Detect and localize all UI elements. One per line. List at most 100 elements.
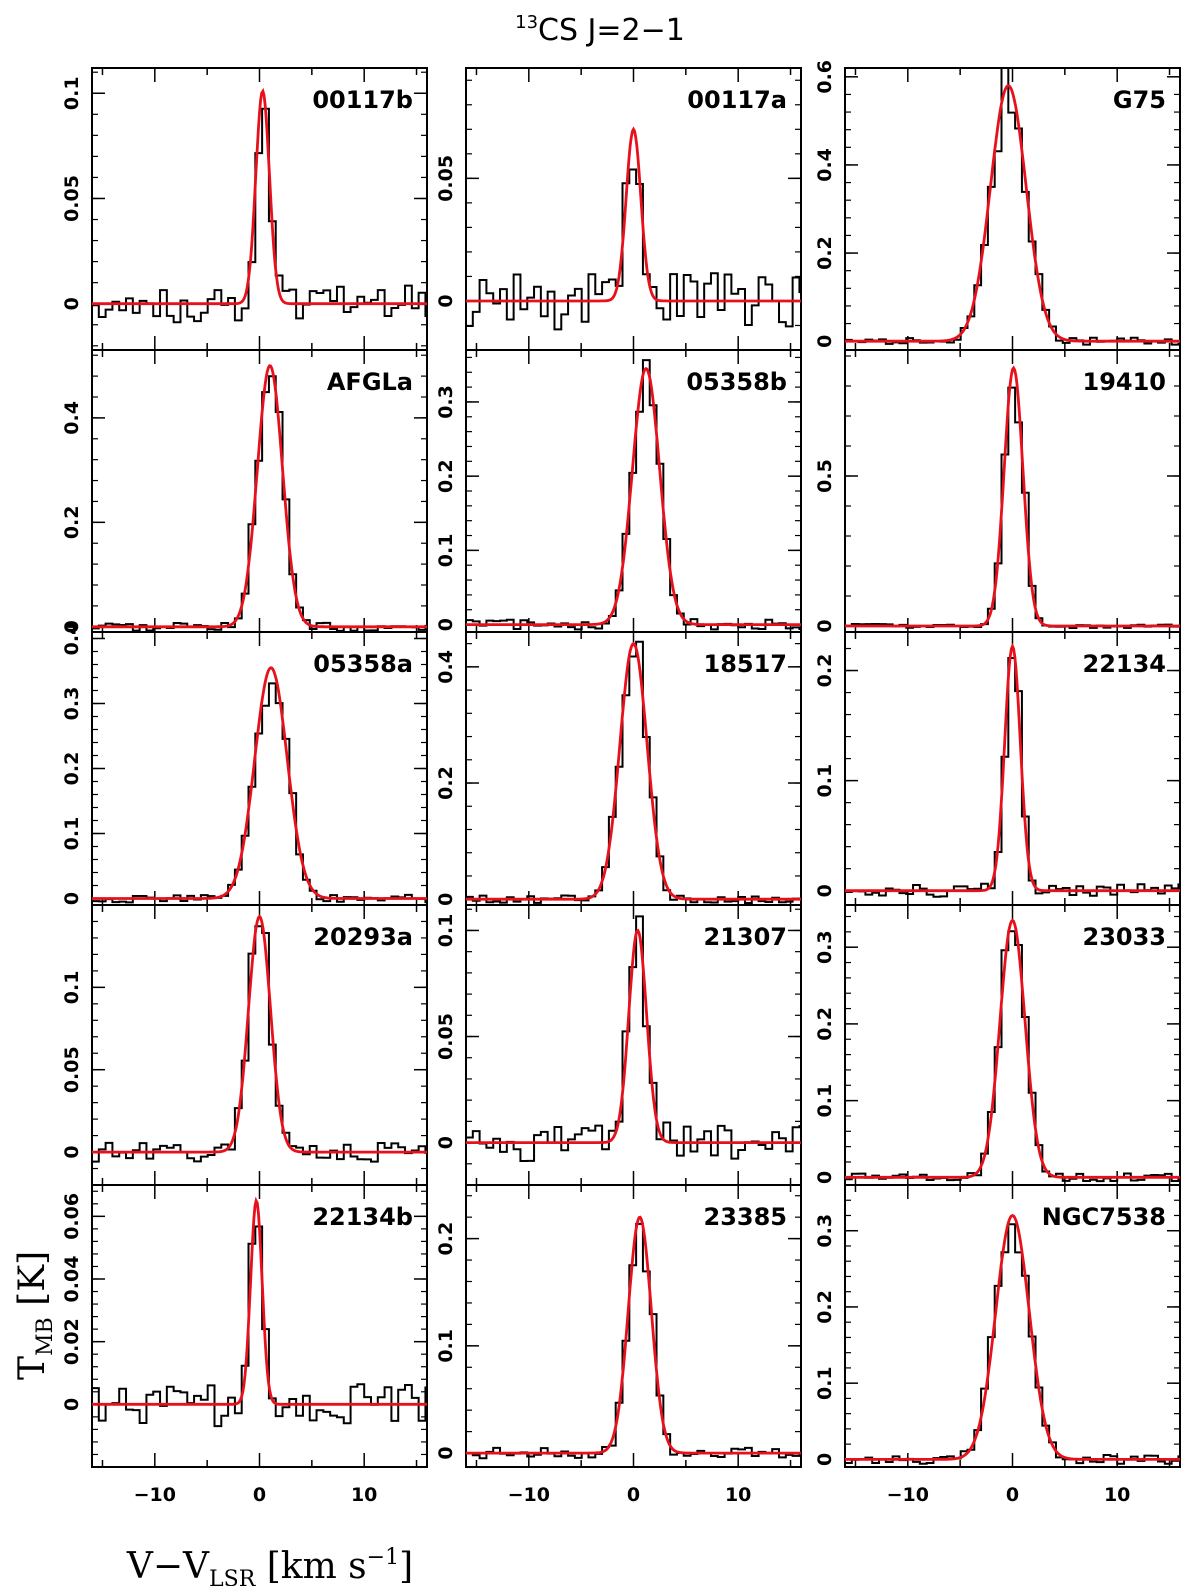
- y-tick-label: 0.2: [435, 1222, 457, 1256]
- y-tick-label: 0.4: [61, 622, 83, 656]
- y-tick-label: 0: [814, 884, 836, 897]
- gaussian-fit-line: [845, 365, 1180, 628]
- panel-05358b: 0 0.1 0.2 0.3 05358b: [435, 349, 802, 633]
- x-tick-label: −10: [134, 1484, 176, 1506]
- panel-label: 18517: [704, 650, 788, 678]
- y-tick-label: 0.2: [814, 1007, 836, 1041]
- x-tick-label: 0: [1006, 1484, 1019, 1506]
- panel-20293a: 0 0.05 0.1 20293a: [61, 904, 428, 1186]
- observed-spectrum: [92, 107, 427, 324]
- observed-spectrum: [845, 386, 1180, 629]
- observed-spectrum: [466, 640, 801, 904]
- panel-label: 00117b: [312, 86, 413, 114]
- gaussian-fit-line: [92, 87, 427, 306]
- y-tick-label: 0: [61, 1145, 83, 1158]
- y-tick-label: 0.3: [814, 930, 836, 964]
- panel-plot-area: [845, 918, 1180, 1183]
- y-tick-label: 0.4: [61, 401, 83, 435]
- panel-ngc7538: 0 0.1 0.2 0.3 −10 0 10 NGC7538: [814, 1184, 1181, 1506]
- y-axis-label: TMB [K]: [12, 1251, 58, 1380]
- x-tick-label: 10: [1104, 1484, 1130, 1506]
- panel-afgla: 0 0.2 0.4 AFGLa: [61, 349, 428, 633]
- y-tick-label: 0.1: [814, 1366, 836, 1400]
- gaussian-fit-line: [466, 366, 801, 626]
- panel-label: NGC7538: [1042, 1203, 1166, 1231]
- panel-plot-area: [845, 68, 1180, 346]
- y-tick-label: 0.1: [814, 1084, 836, 1118]
- panel-23385: 0 0.1 0.2 −10 0 10 23385: [435, 1184, 802, 1506]
- x-tick-label: 10: [725, 1484, 751, 1506]
- x-tick-label: 0: [627, 1484, 640, 1506]
- y-axis-label-main: T: [12, 1356, 53, 1380]
- observed-spectrum: [466, 915, 801, 1163]
- observed-spectrum: [92, 682, 427, 904]
- gaussian-fit-line: [92, 666, 427, 900]
- observed-spectrum: [845, 656, 1180, 898]
- x-axis-label-close: ]: [399, 1546, 413, 1586]
- y-tick-label: 0.1: [814, 764, 836, 798]
- x-axis-label-main: V−V: [126, 1546, 210, 1586]
- y-tick-label: 0: [814, 619, 836, 632]
- y-tick-label: 0: [814, 1171, 836, 1184]
- figure-title-main: CS J=2−1: [538, 13, 685, 48]
- panel-label: 00117a: [687, 86, 787, 114]
- panel-plot-area: [92, 1196, 427, 1428]
- observed-spectrum: [466, 359, 801, 631]
- y-tick-label: 0.05: [435, 1013, 457, 1060]
- panel-00117b: 0 0.05 0.1 00117b: [61, 67, 428, 351]
- observed-spectrum: [845, 1223, 1180, 1465]
- panel-label: 05358b: [686, 368, 787, 396]
- gaussian-fit-line: [845, 642, 1180, 893]
- panel-label: 20293a: [313, 923, 413, 951]
- gaussian-fit-line: [466, 641, 801, 901]
- y-tick-label: 0.6: [814, 60, 836, 94]
- y-tick-label: 0.5: [814, 459, 836, 493]
- y-tick-label: 0: [61, 1398, 83, 1411]
- y-tick-label: 0: [814, 335, 836, 348]
- y-tick-label: 0.05: [61, 175, 83, 222]
- panel-plot-area: [92, 87, 427, 324]
- observed-spectrum: [92, 925, 427, 1163]
- panel-label: 19410: [1083, 368, 1167, 396]
- observed-spectrum: [466, 168, 801, 331]
- panel-19410: 0 0.5 19410: [814, 349, 1181, 633]
- y-tick-label: 0.3: [435, 385, 457, 419]
- y-tick-label: 0.2: [435, 459, 457, 493]
- y-tick-label: 0.2: [814, 1290, 836, 1324]
- y-tick-label: 0.1: [435, 914, 457, 948]
- y-tick-label: 0.3: [61, 687, 83, 721]
- panel-22134: 0 0.1 0.2 22134: [814, 631, 1181, 906]
- y-tick-label: 0: [435, 294, 457, 307]
- y-tick-label: 0: [61, 297, 83, 310]
- panel-label: 23033: [1083, 923, 1167, 951]
- panel-label: G75: [1113, 86, 1166, 114]
- gaussian-fit-line: [92, 1196, 427, 1406]
- y-tick-label: 0.05: [435, 155, 457, 202]
- y-tick-label: 0.3: [814, 1214, 836, 1248]
- y-tick-label: 0: [435, 893, 457, 906]
- gaussian-fit-line: [92, 914, 427, 1154]
- y-tick-label: 0.4: [814, 148, 836, 182]
- y-tick-label: 0: [814, 1453, 836, 1466]
- gaussian-fit-line: [845, 918, 1180, 1179]
- y-tick-label: 0.2: [61, 505, 83, 539]
- observed-spectrum: [466, 1222, 801, 1460]
- y-tick-label: 0.2: [435, 766, 457, 800]
- y-tick-label: 0.1: [61, 971, 83, 1005]
- y-tick-label: 0.04: [61, 1256, 83, 1303]
- y-tick-label: 0.1: [435, 1329, 457, 1363]
- y-tick-label: 0.1: [435, 534, 457, 568]
- y-axis-label-units: [K]: [12, 1251, 53, 1317]
- y-tick-label: 0: [61, 892, 83, 905]
- x-axis-label-exponent: −1: [367, 1545, 399, 1570]
- panel-plot-area: [466, 1215, 801, 1460]
- panel-plot-area: [92, 666, 427, 904]
- panel-21307: 0 0.05 0.1 21307: [435, 904, 802, 1186]
- gaussian-fit-line: [845, 1213, 1180, 1461]
- panel-plot-area: [845, 1213, 1180, 1465]
- x-tick-label: −10: [508, 1484, 550, 1506]
- figure-title: 13CS J=2−1: [515, 12, 685, 48]
- gaussian-fit-line: [466, 126, 801, 303]
- panel-plot-area: [466, 126, 801, 331]
- panel-label: 05358a: [313, 650, 413, 678]
